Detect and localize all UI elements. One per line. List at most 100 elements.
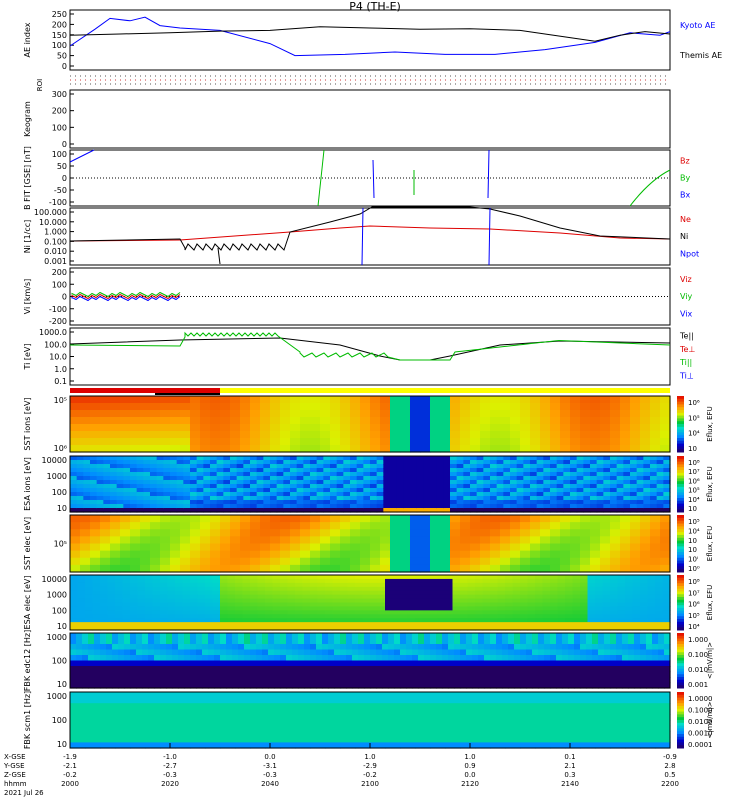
fbk-edc12-panel-cell (322, 633, 329, 639)
esa-elec-panel-cell (513, 610, 521, 615)
esa-ion-panel-cell (103, 500, 110, 505)
esa-elec-panel-cell (385, 591, 393, 596)
esa-elec-panel-cell (460, 622, 468, 627)
sst-ion-panel-cell (240, 438, 251, 446)
sst-ion-panel-cell (260, 445, 271, 453)
sst-ion-panel-cell (290, 403, 301, 411)
esa-elec-panel-cell (558, 610, 566, 615)
fbk-edc12-panel-cell (334, 644, 341, 650)
esa-elec-panel-cell (288, 575, 296, 580)
fbk-edc12-panel-cell (430, 639, 437, 645)
sst-ion-panel-cell (110, 445, 121, 453)
esa-elec-panel-cells (70, 575, 671, 631)
fbk-edc12-panel-cell (634, 655, 641, 661)
sst-ion-panel-cell (270, 438, 281, 446)
esa-ion-panel-cell (403, 488, 410, 493)
sst-elec-panel-cell (460, 536, 471, 544)
fbk-edc12-panel-cell (118, 666, 125, 672)
fbk-edc12-panel-cell (622, 677, 629, 683)
esa-ion-panel-cell (457, 484, 464, 489)
fbk-scm1-panel-cell (175, 709, 191, 715)
sst-elec-panel-cell (480, 565, 491, 573)
fbk-edc12-panel-cell (646, 666, 653, 672)
esa-ion-panel-cell (370, 488, 377, 493)
sst-elec-panel-cell (490, 551, 501, 559)
sst-elec-panel-cell (120, 544, 131, 552)
fbk-edc12-panel-cell (448, 661, 455, 667)
sst-ion-panel-cell (610, 438, 621, 446)
mode-bar-yellow (220, 388, 670, 393)
esa-ion-panel-cell (137, 480, 144, 485)
esa-elec-panel-cell (633, 610, 641, 615)
fbk-edc12-panel-cell (340, 661, 347, 667)
esa-ion-panel-cell (130, 476, 137, 481)
fbk-scm1-panel-cell (190, 720, 206, 726)
fbk-edc12-panel-cell (250, 644, 257, 650)
sst-elec-panel-cell (130, 515, 141, 523)
esa-ion-panel-cell (403, 456, 410, 461)
fbk-edc12-panel-cell (136, 650, 143, 656)
esa-elec-panel-cell (378, 591, 386, 596)
esa-elec-panel-cell (258, 618, 266, 623)
esa-elec-panel-cell (198, 591, 206, 596)
fbk-scm1-panel-cell (550, 709, 566, 715)
esa-elec-panel-cell (393, 591, 401, 596)
esa-ion-panel-cell (290, 504, 297, 509)
esa-elec-panel-cell (310, 583, 318, 588)
sst-elec-panel-cell (480, 529, 491, 537)
esa-elec-panel-cell (333, 579, 341, 584)
sst-elec-panel-cell (440, 529, 451, 537)
esa-ion-panel-cell (423, 472, 430, 477)
sst-elec-panel-cell (580, 529, 591, 537)
esa-elec-panel-cell (618, 599, 626, 604)
sst-elec-panel-cell (230, 565, 241, 573)
sst-elec-panel-cell (380, 551, 391, 559)
fbk-edc12-panel-cell (406, 650, 413, 656)
esa-ion-panel-cell (150, 468, 157, 473)
fbk-edc12-panel-cell (454, 650, 461, 656)
esa-elec-panel-cell (183, 606, 191, 611)
esa-elec-panel-cell (603, 618, 611, 623)
esa-elec-panel-cell (363, 583, 371, 588)
esa-elec-panel-cell (145, 595, 153, 600)
fbk-edc12-panel-cell (502, 644, 509, 650)
sst-ion-panel-cell (490, 438, 501, 446)
sst-ion-panel-cell (230, 403, 241, 411)
fbk-scm1-panel-cell (430, 737, 446, 743)
fbk-edc12-panel-cell (370, 650, 377, 656)
esa-ion-panel-cell (397, 476, 404, 481)
esa-elec-panel-cell (340, 622, 348, 627)
esa-elec-panel-cell (288, 618, 296, 623)
esa-ion-panel-cell (123, 480, 130, 485)
sst-elec-panel-cell (560, 551, 571, 559)
sst-elec-panel-cell (470, 529, 481, 537)
esa-ion-panel-cell (617, 472, 624, 477)
fbk-edc12-panel-cell (604, 650, 611, 656)
sst-ion-panel-cell (140, 410, 151, 418)
sst-ion-panel-cell (330, 445, 341, 453)
sst-ion-panel-cell (530, 417, 541, 425)
sst-ion-panel-cell (510, 417, 521, 425)
esa-elec-panel-cell (535, 606, 543, 611)
esa-elec-panel-cell (610, 595, 618, 600)
esa-ion-panel-cell (390, 468, 397, 473)
esa-ion-panel-cell (183, 456, 190, 461)
esa-ion-panel-cell (537, 456, 544, 461)
esa-elec-panel-cell (498, 606, 506, 611)
esa-elec-panel-cell (183, 579, 191, 584)
sst-elec-panel-cell (230, 522, 241, 530)
esa-elec-panel-cell (415, 583, 423, 588)
sst-elec-panel-cell (90, 536, 101, 544)
sst-ion-panel-cell (620, 410, 631, 418)
esa-elec-panel-cell (153, 622, 161, 627)
esa-ion-panel-cell (83, 456, 90, 461)
fbk-edc12-panel-cell (322, 661, 329, 667)
sst-ion-panel-cell (280, 438, 291, 446)
esa-elec-panel-cell (633, 591, 641, 596)
esa-ion-panel-cell (97, 464, 104, 469)
esa-ion-panel-cell (537, 472, 544, 477)
fbk-edc12-panel-cell (214, 633, 221, 639)
fbk-edc12-panel-cell (202, 661, 209, 667)
esa-ion-panel-cell (257, 484, 264, 489)
esa-ion-panel-cell (263, 460, 270, 465)
